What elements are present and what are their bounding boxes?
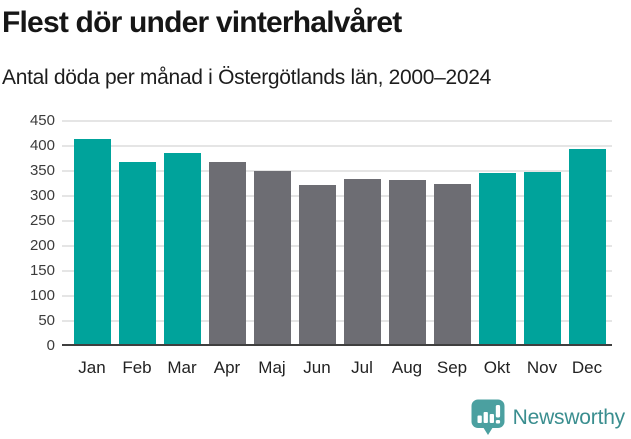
bar-apr	[208, 161, 246, 346]
x-tick-label-dec: Dec	[571, 358, 603, 377]
y-tick-label-350: 350	[29, 162, 55, 179]
x-tick-label-aug: Aug	[391, 358, 423, 377]
y-tick-label-100: 100	[29, 287, 55, 304]
bar-jul	[343, 178, 381, 346]
x-tick-label-apr: Apr	[213, 358, 241, 377]
newsworthy-icon	[471, 399, 505, 435]
y-tick-label-50: 50	[38, 312, 55, 329]
gridline-250	[62, 220, 612, 222]
gridline-400	[62, 145, 612, 147]
bar-nov	[523, 172, 561, 346]
y-tick-label-400: 400	[29, 137, 55, 154]
gridline-350	[62, 170, 612, 172]
x-tick-label-jul: Jul	[351, 358, 373, 377]
bar-feb	[118, 162, 156, 346]
newsworthy-wordmark: Newsworthy	[512, 405, 626, 429]
bar-maj	[253, 170, 291, 346]
x-axis-line	[62, 344, 612, 346]
x-tick-label-jun: Jun	[303, 358, 331, 377]
y-tick-label-0: 0	[46, 337, 55, 354]
bar-sep	[433, 184, 471, 346]
x-tick-label-feb: Feb	[122, 358, 152, 377]
x-tick-label-maj: Maj	[258, 358, 286, 377]
gridline-200	[62, 245, 612, 247]
gridline-100	[62, 295, 612, 297]
y-tick-label-300: 300	[29, 187, 55, 204]
bar-okt	[478, 173, 516, 346]
x-tick-label-jan: Jan	[78, 358, 106, 377]
x-tick-label-nov: Nov	[526, 358, 558, 377]
bar-dec	[568, 148, 606, 346]
y-tick-label-200: 200	[29, 237, 55, 254]
gridline-300	[62, 195, 612, 197]
newsworthy-logo: Newsworthy	[471, 399, 625, 436]
gridline-50	[62, 320, 612, 322]
bar-aug	[388, 179, 426, 346]
x-tick-label-mar: Mar	[167, 358, 197, 377]
y-tick-label-150: 150	[29, 262, 55, 279]
x-tick-label-okt: Okt	[483, 358, 511, 377]
gridline-150	[62, 270, 612, 272]
bar-mar	[163, 152, 201, 346]
y-tick-label-450: 450	[29, 112, 55, 129]
bar-jun	[298, 185, 336, 346]
x-tick-label-sep: Sep	[436, 358, 468, 377]
chart-subtitle: Antal döda per månad i Östergötlands län…	[2, 66, 492, 89]
chart-title: Flest dör under vinterhalvåret	[2, 6, 402, 39]
gridline-450	[62, 120, 612, 122]
bar-jan	[73, 138, 111, 346]
y-tick-label-250: 250	[29, 212, 55, 229]
